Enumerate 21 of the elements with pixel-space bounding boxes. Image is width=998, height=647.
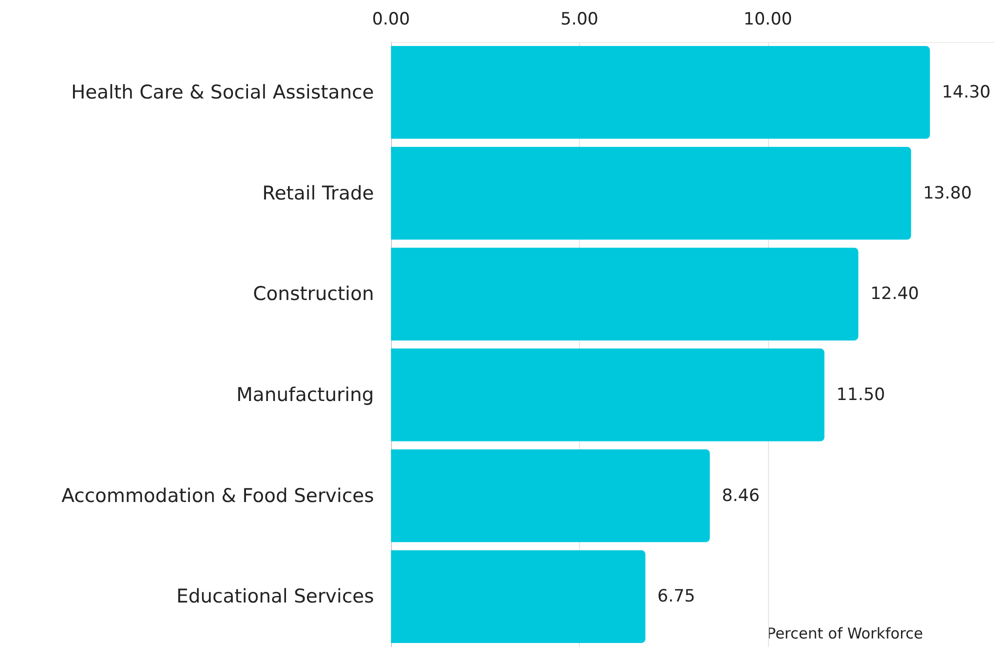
bar <box>391 248 858 340</box>
x-tick-label: 5.00 <box>560 10 598 30</box>
data-label: 11.50 <box>836 384 886 405</box>
y-tick-label: Health Care & Social Assistance <box>71 81 374 104</box>
y-tick-label: Accommodation & Food Services <box>61 484 374 507</box>
bar <box>391 550 646 643</box>
bar <box>391 146 912 240</box>
y-tick-label: Retail Trade <box>262 182 374 204</box>
x-tick-label: 0.00 <box>372 10 410 30</box>
x-tick-label: 10.00 <box>744 10 792 30</box>
y-tick-label: Educational Services <box>176 586 374 608</box>
y-tick-label: Manufacturing <box>236 384 374 406</box>
bar <box>391 348 824 442</box>
data-label: 14.30 <box>942 82 991 102</box>
data-label: 8.46 <box>722 486 760 506</box>
y-tick-label: Construction <box>253 283 374 306</box>
data-label: 12.40 <box>870 284 919 304</box>
data-label: 6.75 <box>657 586 696 607</box>
bar <box>391 449 710 542</box>
bar <box>391 46 930 139</box>
data-label: 13.80 <box>923 183 972 204</box>
